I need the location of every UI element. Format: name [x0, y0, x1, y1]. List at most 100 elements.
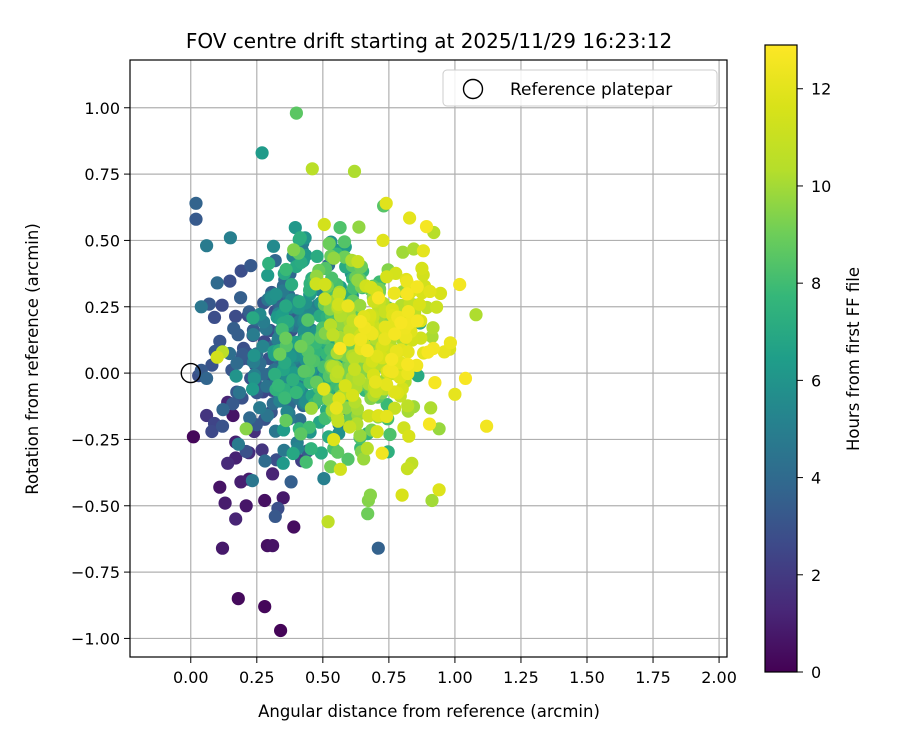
data-point: [380, 377, 394, 392]
data-point: [338, 379, 352, 393]
data-point: [352, 220, 366, 234]
data-point: [448, 387, 462, 401]
data-point: [223, 274, 237, 288]
data-point: [266, 539, 280, 553]
data-point: [469, 308, 483, 322]
data-point: [215, 298, 229, 312]
data-point: [287, 243, 301, 257]
colorbar-tick-label: 6: [811, 371, 821, 390]
data-point: [297, 364, 311, 378]
data-point: [215, 419, 230, 433]
data-point: [353, 298, 367, 313]
data-point: [368, 375, 383, 389]
x-tick-label: 0.75: [371, 668, 407, 687]
data-point: [402, 429, 416, 443]
data-point: [284, 475, 298, 489]
x-axis: 0.00 0.25 0.50 0.75 1.00 1.25 1.50 1.75 2.00: [173, 657, 737, 687]
colorbar-tick-label: 10: [811, 177, 831, 196]
data-point: [388, 327, 402, 341]
data-point: [318, 292, 332, 306]
data-point: [400, 275, 414, 289]
y-axis-label: Rotation from reference (arcmin): [23, 223, 42, 495]
data-point: [239, 499, 253, 513]
data-point: [363, 488, 377, 502]
data-point: [383, 427, 397, 442]
legend-label: Reference platepar: [510, 80, 672, 100]
data-point: [310, 249, 324, 263]
data-point: [279, 413, 293, 428]
data-point: [379, 196, 393, 210]
data-point: [285, 278, 299, 292]
data-point: [239, 422, 253, 436]
data-point: [271, 378, 285, 393]
data-point: [266, 467, 280, 481]
data-point: [352, 372, 366, 386]
x-tick-label: 0.25: [239, 668, 275, 687]
data-point: [301, 313, 315, 327]
data-point: [223, 231, 237, 245]
data-point: [395, 488, 409, 502]
data-point: [200, 371, 214, 385]
legend-box: [442, 69, 718, 107]
data-point: [410, 280, 424, 294]
data-point: [341, 452, 355, 466]
data-point: [286, 446, 300, 461]
data-point: [213, 334, 227, 348]
data-point: [258, 493, 272, 508]
data-point: [333, 341, 347, 356]
data-point: [327, 433, 341, 447]
data-point: [331, 445, 345, 459]
data-point: [243, 411, 257, 425]
data-point: [321, 515, 335, 529]
data-point: [226, 408, 240, 423]
data-point: [329, 401, 343, 415]
data-point: [401, 357, 415, 371]
data-point: [376, 233, 390, 247]
data-point: [246, 328, 260, 342]
data-point: [353, 428, 367, 443]
data-point: [215, 541, 230, 555]
x-tick-label: 1.25: [503, 668, 539, 687]
data-point: [353, 315, 367, 329]
data-point: [230, 356, 244, 370]
data-point: [276, 491, 290, 505]
data-point: [318, 277, 332, 292]
data-point: [375, 446, 389, 460]
data-point: [387, 286, 401, 300]
colorbar-label: Hours from first FF file: [844, 267, 863, 451]
data-point: [380, 270, 394, 284]
data-point: [234, 264, 248, 278]
data-point: [256, 339, 270, 353]
data-point: [333, 462, 347, 476]
data-point: [380, 409, 394, 423]
data-point: [326, 328, 340, 342]
data-point: [207, 310, 222, 324]
data-point: [234, 475, 248, 489]
data-point: [443, 336, 457, 350]
y-axis: −1.00 −0.75 −0.50 −0.25 0.00 0.25 0.50 0.75 1.00: [71, 99, 130, 648]
data-point: [322, 237, 336, 251]
data-point: [278, 391, 292, 405]
data-point: [210, 276, 224, 290]
data-point: [364, 280, 378, 295]
data-point: [371, 291, 386, 305]
data-point: [247, 372, 261, 386]
data-point: [428, 376, 442, 390]
data-point: [347, 164, 362, 178]
data-point: [273, 347, 287, 361]
data-point: [370, 425, 384, 439]
data-point: [425, 493, 439, 508]
data-point: [274, 623, 288, 638]
data-point: [245, 474, 259, 488]
data-point: [246, 311, 260, 325]
data-point: [200, 239, 214, 253]
data-point: [385, 365, 399, 379]
x-axis-label: Angular distance from reference (arcmin): [258, 702, 600, 721]
colorbar-gradient: [764, 44, 798, 673]
x-tick-label: 1.00: [437, 668, 473, 687]
data-point: [268, 509, 282, 523]
data-point: [410, 314, 424, 328]
data-point: [279, 299, 293, 313]
